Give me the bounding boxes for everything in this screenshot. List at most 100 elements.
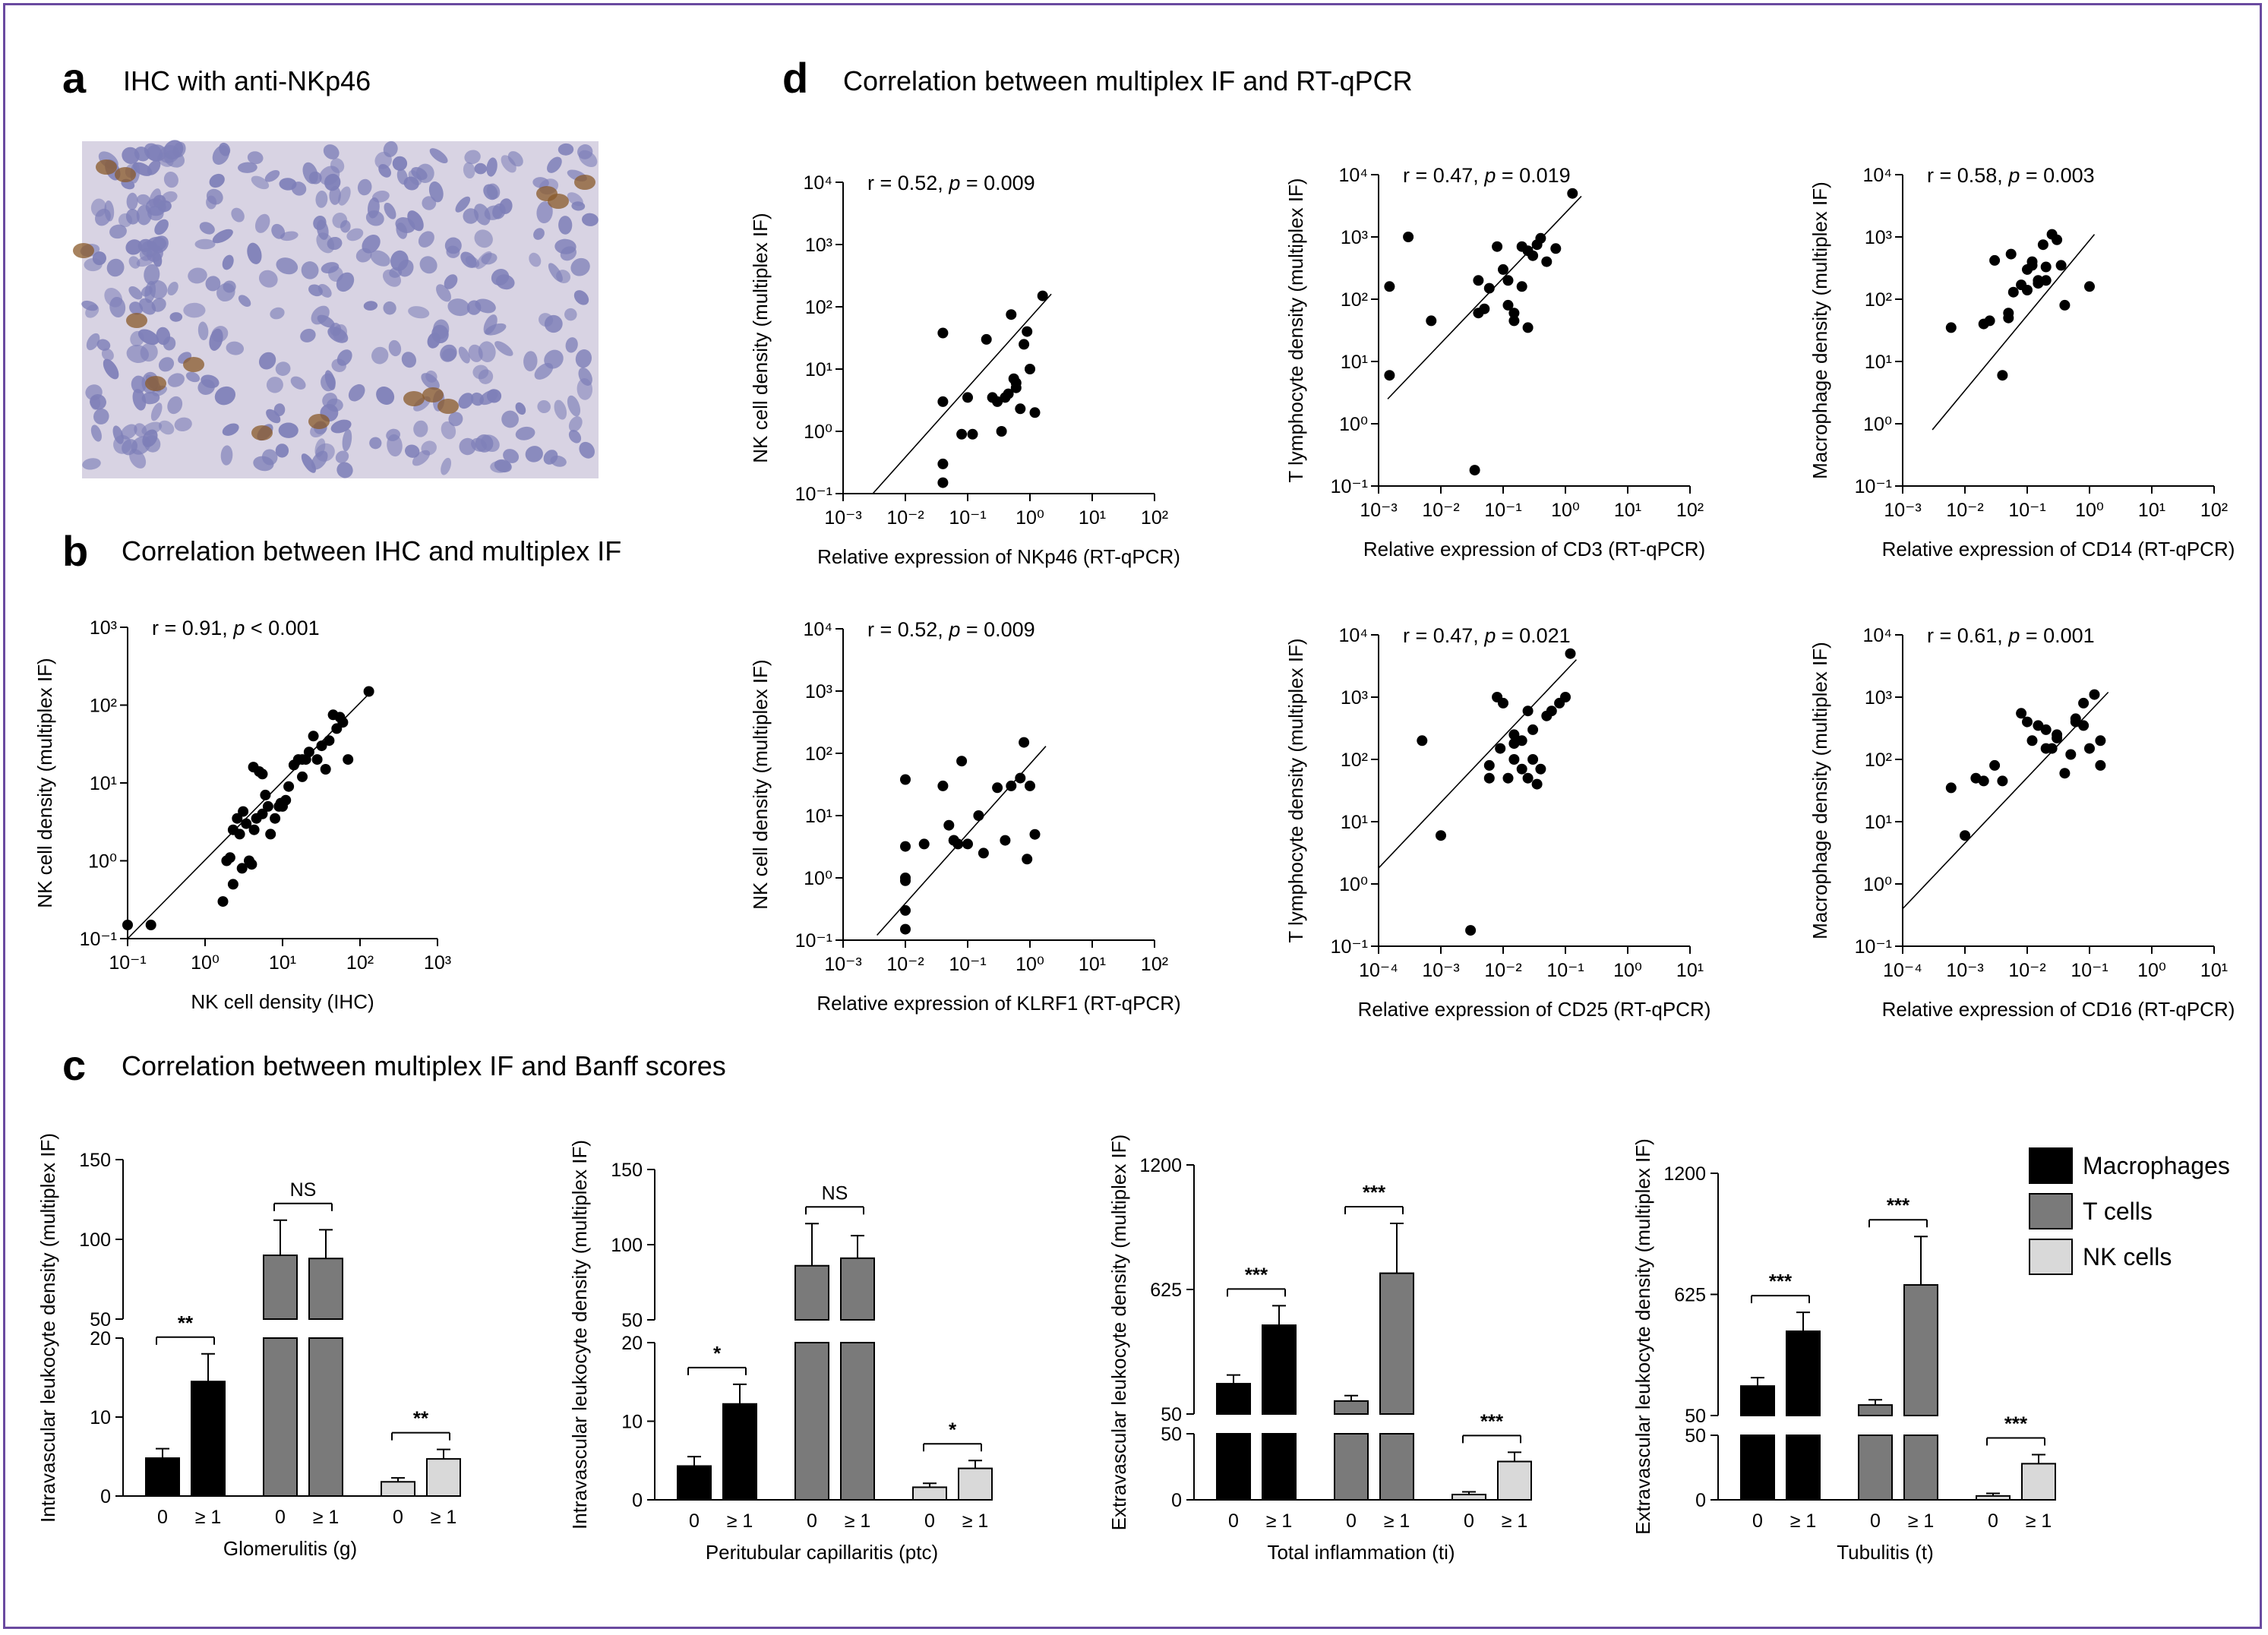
data-point <box>1502 275 1514 286</box>
nucleus <box>486 183 501 200</box>
bar-lower-segment <box>1262 1433 1297 1501</box>
y-axis-label: NK cell density (multiplex IF) <box>33 658 56 907</box>
data-point <box>217 896 229 907</box>
panel-d-letter: d <box>782 54 808 102</box>
y-tick-label: 50 <box>1685 1425 1706 1447</box>
data-point <box>2059 768 2071 779</box>
nucleus <box>275 443 289 458</box>
annotation-r: r = 0.91, <box>152 617 233 639</box>
scatter-chart-d3: 10⁻³ 10⁻² 10⁻¹ 10⁰ 10¹ 10² 10⁻¹ 10⁰ 10¹ 10² 10³ 10⁴… <box>1808 164 2235 560</box>
significance-label: NS <box>290 1179 317 1201</box>
nucleus <box>491 269 510 286</box>
data-point <box>1483 282 1495 294</box>
y-tick-label: 10¹ <box>805 359 832 380</box>
nucleus <box>185 371 201 383</box>
y-axis-label: Extravascular leukocyte density (multipl… <box>1107 1135 1130 1531</box>
y-tick-label: 10⁻¹ <box>795 930 832 952</box>
y-tick-label: 0 <box>100 1486 111 1507</box>
scatter-chart-b: 10⁻¹ 10⁰ 10¹ 10² 10³ 10⁻¹ 10⁰ 10¹ 10² 10³ r = 0.91… <box>33 617 451 1013</box>
nucleus <box>211 326 229 342</box>
nucleus <box>137 194 150 206</box>
nucleus <box>455 196 471 213</box>
x-axis-label: Relative expression of CD16 (RT-qPCR) <box>1882 998 2235 1021</box>
data-point <box>937 327 949 339</box>
bar-lower-segment <box>1216 1433 1251 1501</box>
y-tick-label: 10⁻¹ <box>1855 476 1892 497</box>
bar-lower-segment <box>1858 1435 1893 1501</box>
nucleus <box>388 339 402 357</box>
regression-line <box>1378 659 1578 869</box>
x-tick-label: ≥ 1 <box>195 1507 222 1528</box>
annotation-r: r = 0.47, <box>1403 624 1484 647</box>
y-tick-label: 10² <box>1341 289 1368 311</box>
nucleus <box>219 142 231 156</box>
data-point <box>1508 754 1520 765</box>
nucleus <box>494 459 512 473</box>
scatter-chart-d4: 10⁻³ 10⁻² 10⁻¹ 10⁰ 10¹ 10² 10⁻¹ 10⁰ 10¹ 10² 10³ 10⁴… <box>749 618 1181 1015</box>
annotation-p-value: = 0.003 <box>2020 164 2094 187</box>
nucleus <box>147 236 167 251</box>
nucleus <box>154 219 169 235</box>
data-point <box>900 774 911 785</box>
nucleus <box>483 314 498 335</box>
data-point <box>1498 697 1508 709</box>
significance-label: *** <box>1769 1270 1793 1293</box>
data-point <box>2022 716 2033 728</box>
data-point <box>270 813 281 824</box>
nucleus <box>147 206 164 221</box>
data-point <box>2059 299 2071 311</box>
nucleus <box>478 341 496 362</box>
nucleus <box>128 256 141 269</box>
nucleus <box>525 446 543 462</box>
data-point <box>973 810 984 821</box>
correlation-annotation: r = 0.52, p = 0.009 <box>867 172 1035 194</box>
data-point <box>1978 775 1989 787</box>
data-point <box>248 824 260 835</box>
data-point <box>992 396 1003 407</box>
nucleus <box>183 302 206 318</box>
y-tick-label: 10¹ <box>1865 812 1892 833</box>
data-point <box>1006 780 1017 791</box>
significance-label: * <box>713 1342 722 1365</box>
nucleus <box>444 274 458 289</box>
nucleus <box>147 159 161 175</box>
data-point <box>1029 407 1041 418</box>
nucleus <box>582 213 599 226</box>
bar <box>308 1258 343 1320</box>
data-point <box>262 800 273 812</box>
data-point <box>1516 763 1527 775</box>
y-tick-label: 10³ <box>1341 227 1368 248</box>
nucleus <box>150 402 163 421</box>
nucleus <box>109 296 126 318</box>
x-tick-label: 10² <box>1141 954 1168 975</box>
y-tick-label: 10⁻¹ <box>795 484 832 505</box>
nucleus <box>278 422 299 438</box>
nucleus <box>136 254 156 267</box>
x-tick-label: 10¹ <box>2200 960 2228 981</box>
bar <box>1334 1400 1369 1416</box>
nucleus <box>536 201 553 224</box>
nucleus <box>428 181 444 203</box>
data-point <box>937 477 949 488</box>
y-tick-label: 10¹ <box>90 773 117 794</box>
data-point <box>1541 256 1553 267</box>
nucleus <box>472 365 489 380</box>
nucleus <box>201 374 220 389</box>
nucleus <box>564 308 577 321</box>
nucleus <box>163 172 178 188</box>
x-tick-label: 10⁻³ <box>1946 960 1983 981</box>
y-tick-label: 10⁴ <box>803 172 832 194</box>
scatter-chart-d5: 10⁻⁴ 10⁻³ 10⁻² 10⁻¹ 10⁰ 10¹ 10⁻¹ 10⁰ 10¹ 10² 10³ 10… <box>1284 624 1710 1021</box>
data-point <box>257 769 268 780</box>
figure-frame <box>3 3 2262 1629</box>
legend-swatch-macrophages <box>2029 1147 2073 1184</box>
nucleus <box>550 455 567 467</box>
data-point <box>937 396 949 407</box>
nucleus <box>363 301 378 311</box>
data-point <box>1025 780 1035 791</box>
x-axis-label: NK cell density (IHC) <box>191 990 374 1013</box>
y-tick-label: 10² <box>805 297 832 318</box>
bar-lower-segment <box>1903 1435 1938 1501</box>
nucleus <box>144 264 160 286</box>
bar <box>1903 1284 1938 1416</box>
